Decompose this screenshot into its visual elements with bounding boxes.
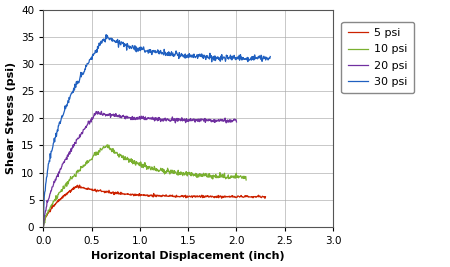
Line: 5 psi: 5 psi (43, 185, 266, 227)
Legend: 5 psi, 10 psi, 20 psi, 30 psi: 5 psi, 10 psi, 20 psi, 30 psi (342, 22, 414, 93)
10 psi (114, 151, 119, 154)
20 psi (212, 118, 217, 121)
10 psi (201, 172, 207, 175)
10 psi (69, 177, 75, 180)
30 psi (158, 51, 163, 54)
30 psi (104, 33, 109, 36)
20 psi (99, 110, 104, 113)
10 psi (221, 174, 226, 177)
10 psi (104, 143, 110, 146)
5 psi (263, 195, 268, 198)
5 psi (77, 183, 82, 187)
30 psi (268, 55, 273, 58)
Line: 20 psi: 20 psi (43, 111, 236, 227)
10 psi (152, 166, 158, 169)
20 psi (191, 117, 197, 121)
5 psi (67, 190, 72, 193)
5 psi (93, 189, 98, 193)
20 psi (40, 225, 46, 229)
30 psi (216, 56, 222, 59)
5 psi (234, 196, 239, 199)
Y-axis label: Shear Stress (psi): Shear Stress (psi) (5, 62, 16, 174)
30 psi (111, 39, 117, 42)
5 psi (58, 198, 63, 201)
20 psi (65, 154, 70, 157)
30 psi (82, 70, 87, 73)
X-axis label: Horizontal Displacement (inch): Horizontal Displacement (inch) (91, 252, 285, 261)
5 psi (143, 194, 148, 197)
10 psi (85, 161, 90, 164)
10 psi (243, 178, 249, 182)
30 psi (40, 225, 46, 229)
20 psi (78, 133, 84, 136)
20 psi (234, 120, 239, 124)
Line: 30 psi: 30 psi (43, 35, 270, 227)
20 psi (104, 114, 109, 117)
30 psi (241, 56, 246, 59)
5 psi (40, 225, 46, 229)
30 psi (68, 96, 73, 99)
5 psi (207, 195, 212, 198)
Line: 10 psi: 10 psi (43, 145, 246, 227)
10 psi (40, 225, 46, 229)
20 psi (142, 118, 148, 121)
